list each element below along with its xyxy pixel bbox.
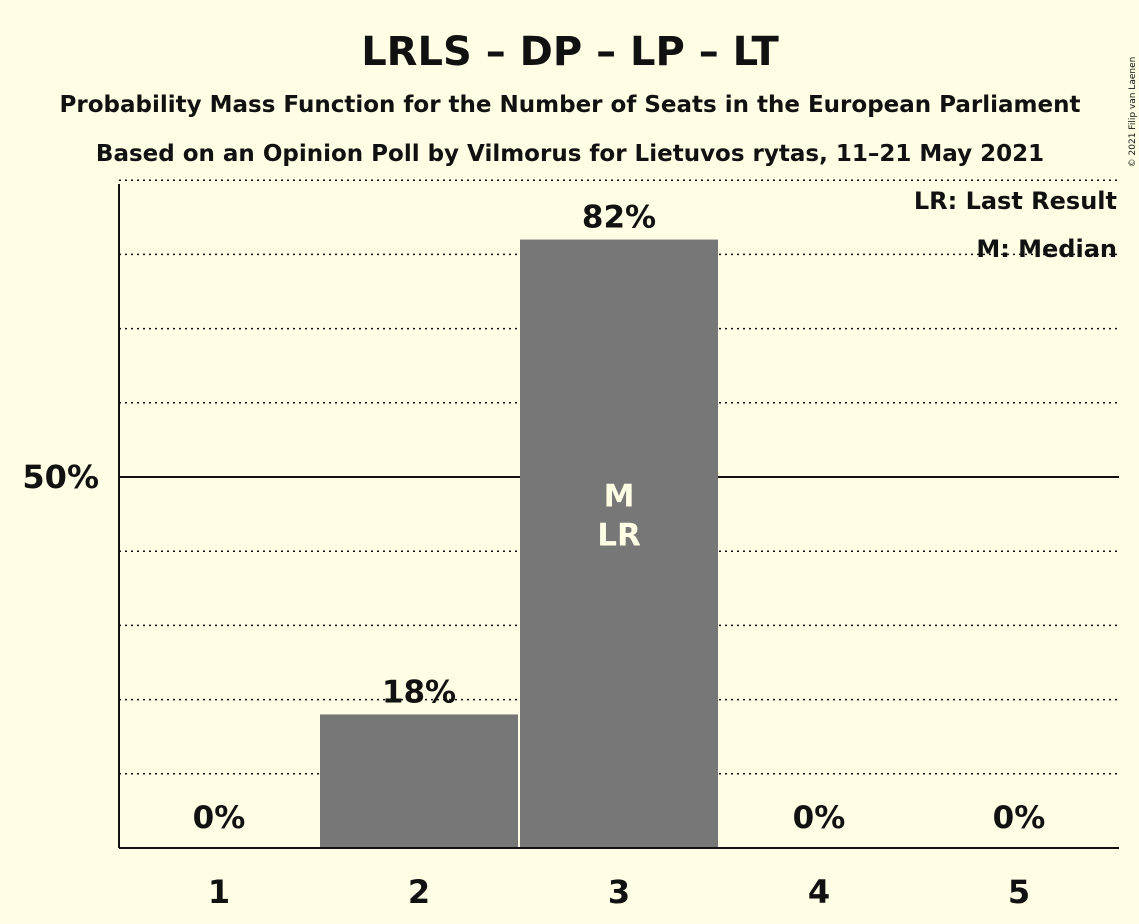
x-tick-label-4: 4 [808, 873, 830, 911]
legend-median: M: Median [976, 235, 1117, 263]
bars [320, 239, 718, 848]
data-label-4: 0% [793, 800, 846, 836]
bar-2 [320, 714, 518, 848]
chart-source: Based on an Opinion Poll by Vilmorus for… [96, 141, 1044, 167]
median-marker: M [604, 479, 635, 515]
data-labels: 0% 18% 82% MLR 0% 0% [193, 200, 1046, 836]
data-label-3: 82% [582, 200, 656, 236]
legend-last-result: LR: Last Result [914, 187, 1117, 215]
chart-title: LRLS – DP – LP – LT [361, 29, 779, 75]
bar-3 [520, 239, 718, 848]
ticks: 1 2 3 4 5 50% [22, 458, 1030, 911]
data-label-5: 0% [993, 800, 1046, 836]
data-label-1: 0% [193, 800, 246, 836]
last-result-marker: LR [597, 518, 641, 554]
data-label-2: 18% [382, 674, 456, 710]
x-tick-label-1: 1 [208, 873, 230, 911]
copyright: © 2021 Filip van Laenen [1128, 57, 1138, 168]
x-tick-label-3: 3 [608, 873, 630, 911]
x-tick-label-5: 5 [1008, 873, 1030, 911]
y-tick-label: 50% [22, 458, 99, 496]
legend: LR: Last Result M: Median [914, 187, 1117, 263]
x-tick-label-2: 2 [408, 873, 430, 911]
chart-subtitle: Probability Mass Function for the Number… [60, 92, 1081, 118]
axes [118, 184, 1119, 849]
